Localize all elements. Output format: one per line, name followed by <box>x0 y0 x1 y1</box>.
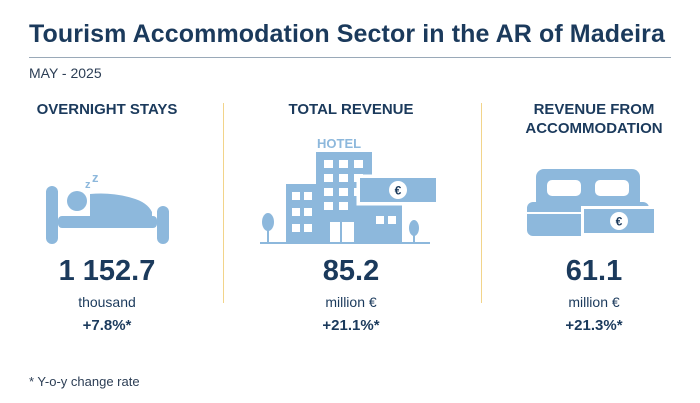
indicator-heading: REVENUE FROM ACCOMMODATION <box>525 101 663 137</box>
footnote: * Y-o-y change rate <box>29 374 140 389</box>
column-divider <box>481 103 482 303</box>
indicator-change: +21.3%* <box>565 317 623 334</box>
indicator-total-revenue: TOTAL REVENUE HOTEL <box>246 100 456 334</box>
double-bed-icon: € <box>489 166 699 246</box>
column-divider <box>223 103 224 303</box>
indicator-revenue-accommodation: REVENUE FROM ACCOMMODATION € 61.1 millio… <box>489 100 699 334</box>
indicator-change: +21.1%* <box>322 317 380 334</box>
page-title: Tourism Accommodation Sector in the AR o… <box>29 20 665 48</box>
hotel-sign-label: HOTEL <box>317 136 361 151</box>
indicator-heading: TOTAL REVENUE <box>288 101 414 118</box>
euro-symbol: € <box>395 184 402 198</box>
indicator-overnight-stays: OVERNIGHT STAYS z z 1 152.7 thousand +7.… <box>2 100 212 334</box>
svg-text:z: z <box>92 170 99 185</box>
indicator-unit: million € <box>568 294 620 310</box>
hotel-building-icon: HOTEL <box>246 134 456 246</box>
sleeping-person-bed-icon: z z <box>2 166 212 246</box>
euro-symbol: € <box>616 215 623 229</box>
indicator-unit: million € <box>325 294 377 310</box>
indicator-value: 61.1 <box>565 255 623 287</box>
indicator-value: 85.2 <box>322 255 380 287</box>
indicator-unit: thousand <box>78 294 136 310</box>
period-label: MAY - 2025 <box>29 65 102 81</box>
svg-text:z: z <box>85 179 91 191</box>
title-rule <box>29 57 671 58</box>
indicator-change: +7.8%* <box>82 317 132 334</box>
indicator-value: 1 152.7 <box>58 255 156 287</box>
indicator-heading: OVERNIGHT STAYS <box>36 101 178 118</box>
